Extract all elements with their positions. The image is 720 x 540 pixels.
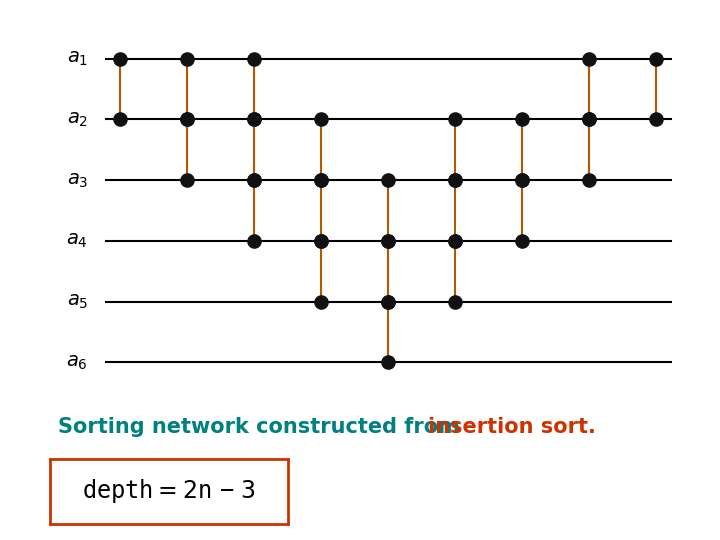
Point (651, 115, 662, 124)
Point (382, 298, 394, 306)
Point (584, 115, 595, 124)
Point (315, 176, 327, 185)
Point (382, 176, 394, 185)
Point (181, 115, 193, 124)
Text: $a_5$: $a_5$ (67, 292, 89, 311)
Point (248, 115, 260, 124)
Point (315, 237, 327, 245)
Point (449, 176, 461, 185)
Text: $a_1$: $a_1$ (67, 49, 89, 68)
Point (449, 237, 461, 245)
Point (315, 176, 327, 185)
Point (248, 115, 260, 124)
Text: $a_2$: $a_2$ (67, 110, 89, 129)
Point (315, 298, 327, 306)
Point (315, 115, 327, 124)
Point (516, 176, 528, 185)
Point (248, 237, 260, 245)
Text: $\mathtt{depth} = 2\mathtt{n}\ \mathtt{-}\ 3$: $\mathtt{depth} = 2\mathtt{n}\ \mathtt{-… (82, 477, 256, 505)
Point (248, 55, 260, 63)
Point (248, 176, 260, 185)
Text: $a_6$: $a_6$ (66, 353, 89, 372)
Point (516, 115, 528, 124)
Point (449, 176, 461, 185)
Point (181, 55, 193, 63)
Point (449, 115, 461, 124)
Point (449, 237, 461, 245)
Point (449, 298, 461, 306)
Point (181, 115, 193, 124)
Point (382, 298, 394, 306)
Point (114, 55, 126, 63)
Text: $a_3$: $a_3$ (67, 171, 89, 190)
Point (315, 237, 327, 245)
Point (651, 55, 662, 63)
Point (382, 237, 394, 245)
Point (584, 176, 595, 185)
Text: Sorting network constructed from: Sorting network constructed from (58, 416, 467, 437)
Point (382, 237, 394, 245)
Point (114, 115, 126, 124)
Point (248, 176, 260, 185)
Text: $a_4$: $a_4$ (66, 232, 89, 251)
Point (382, 358, 394, 367)
Point (584, 115, 595, 124)
Point (181, 176, 193, 185)
Point (516, 237, 528, 245)
Point (516, 176, 528, 185)
Point (584, 55, 595, 63)
Text: insertion sort.: insertion sort. (428, 416, 596, 437)
